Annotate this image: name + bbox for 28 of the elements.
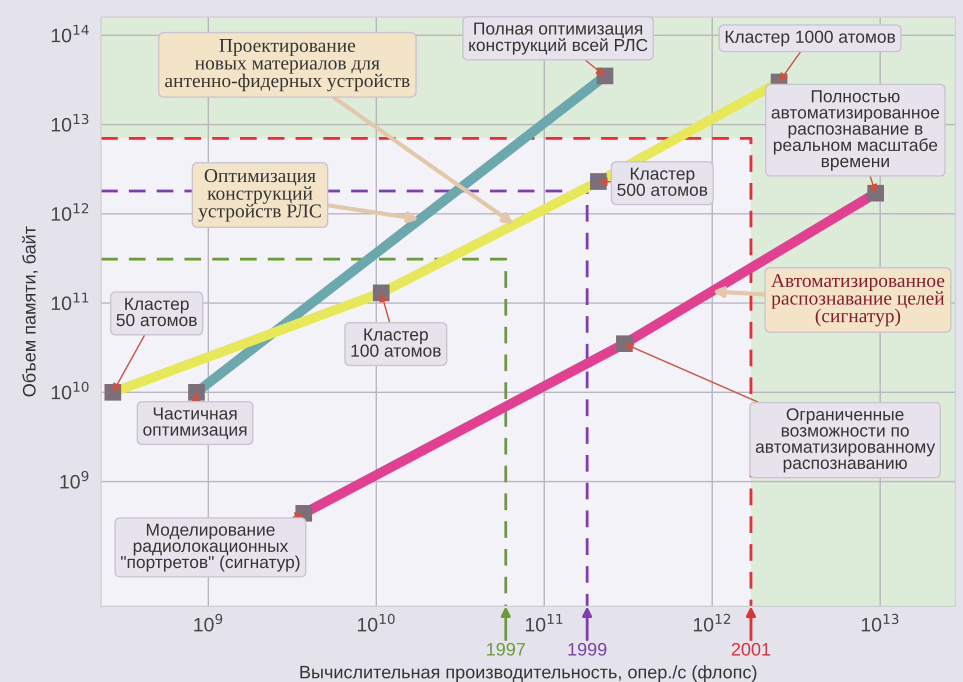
y-tick-label: 10$^{9}$	[60, 470, 88, 489]
annotation: Кластер 500 атомов	[617, 168, 708, 196]
legend-label: 1999	[568, 642, 606, 656]
annotation: Полная оптимизация конструкций всей РЛС	[469, 22, 648, 55]
x-tick-label: 10$^{9}$	[194, 614, 222, 632]
y-tick-label: 10$^{11}$	[52, 292, 88, 310]
annotation: Ограниченные возможности по автоматизированному распознаванию	[756, 408, 936, 472]
x-tick-label: 10$^{11}$	[526, 614, 562, 632]
x-tick-label: 10$^{12}$	[694, 614, 730, 632]
y-tick-label: 10$^{12}$	[52, 203, 88, 221]
legend-label: 2001	[732, 642, 770, 656]
annotation: Полностью автоматизированное распознавание в реальном масштабе времени	[772, 90, 940, 171]
annotation: Частичная оптимизация	[143, 407, 246, 440]
annotation: Моделирование радиолокационных "портретов" (сигнатур)	[121, 524, 300, 572]
y-axis-title: Объем памяти, байт	[22, 226, 38, 396]
annotation: Проектирование новых материалов для антенно-фидерных устройств	[165, 39, 410, 92]
annotation: Кластер 50 атомов	[116, 298, 197, 326]
x-tick-label: 10$^{10}$	[358, 614, 395, 632]
legend-label: 1997	[487, 642, 525, 656]
annotation: Кластер 1000 атомов	[726, 30, 896, 46]
x-tick-label: 10$^{13}$	[862, 614, 898, 632]
annotation: Оптимизация конструкций устройств РЛС	[198, 169, 321, 222]
y-tick-label: 10$^{13}$	[52, 114, 88, 132]
annotation: Автоматизированное распознавание целей (сигнатур)	[771, 274, 944, 326]
y-tick-label: 10$^{10}$	[52, 382, 89, 400]
y-tick-label: 10$^{14}$	[52, 24, 89, 42]
annotation: Кластер 100 атомов	[351, 328, 441, 357]
x-axis-title: Вычислительная производительность, опер./с (флопс)	[300, 665, 756, 682]
